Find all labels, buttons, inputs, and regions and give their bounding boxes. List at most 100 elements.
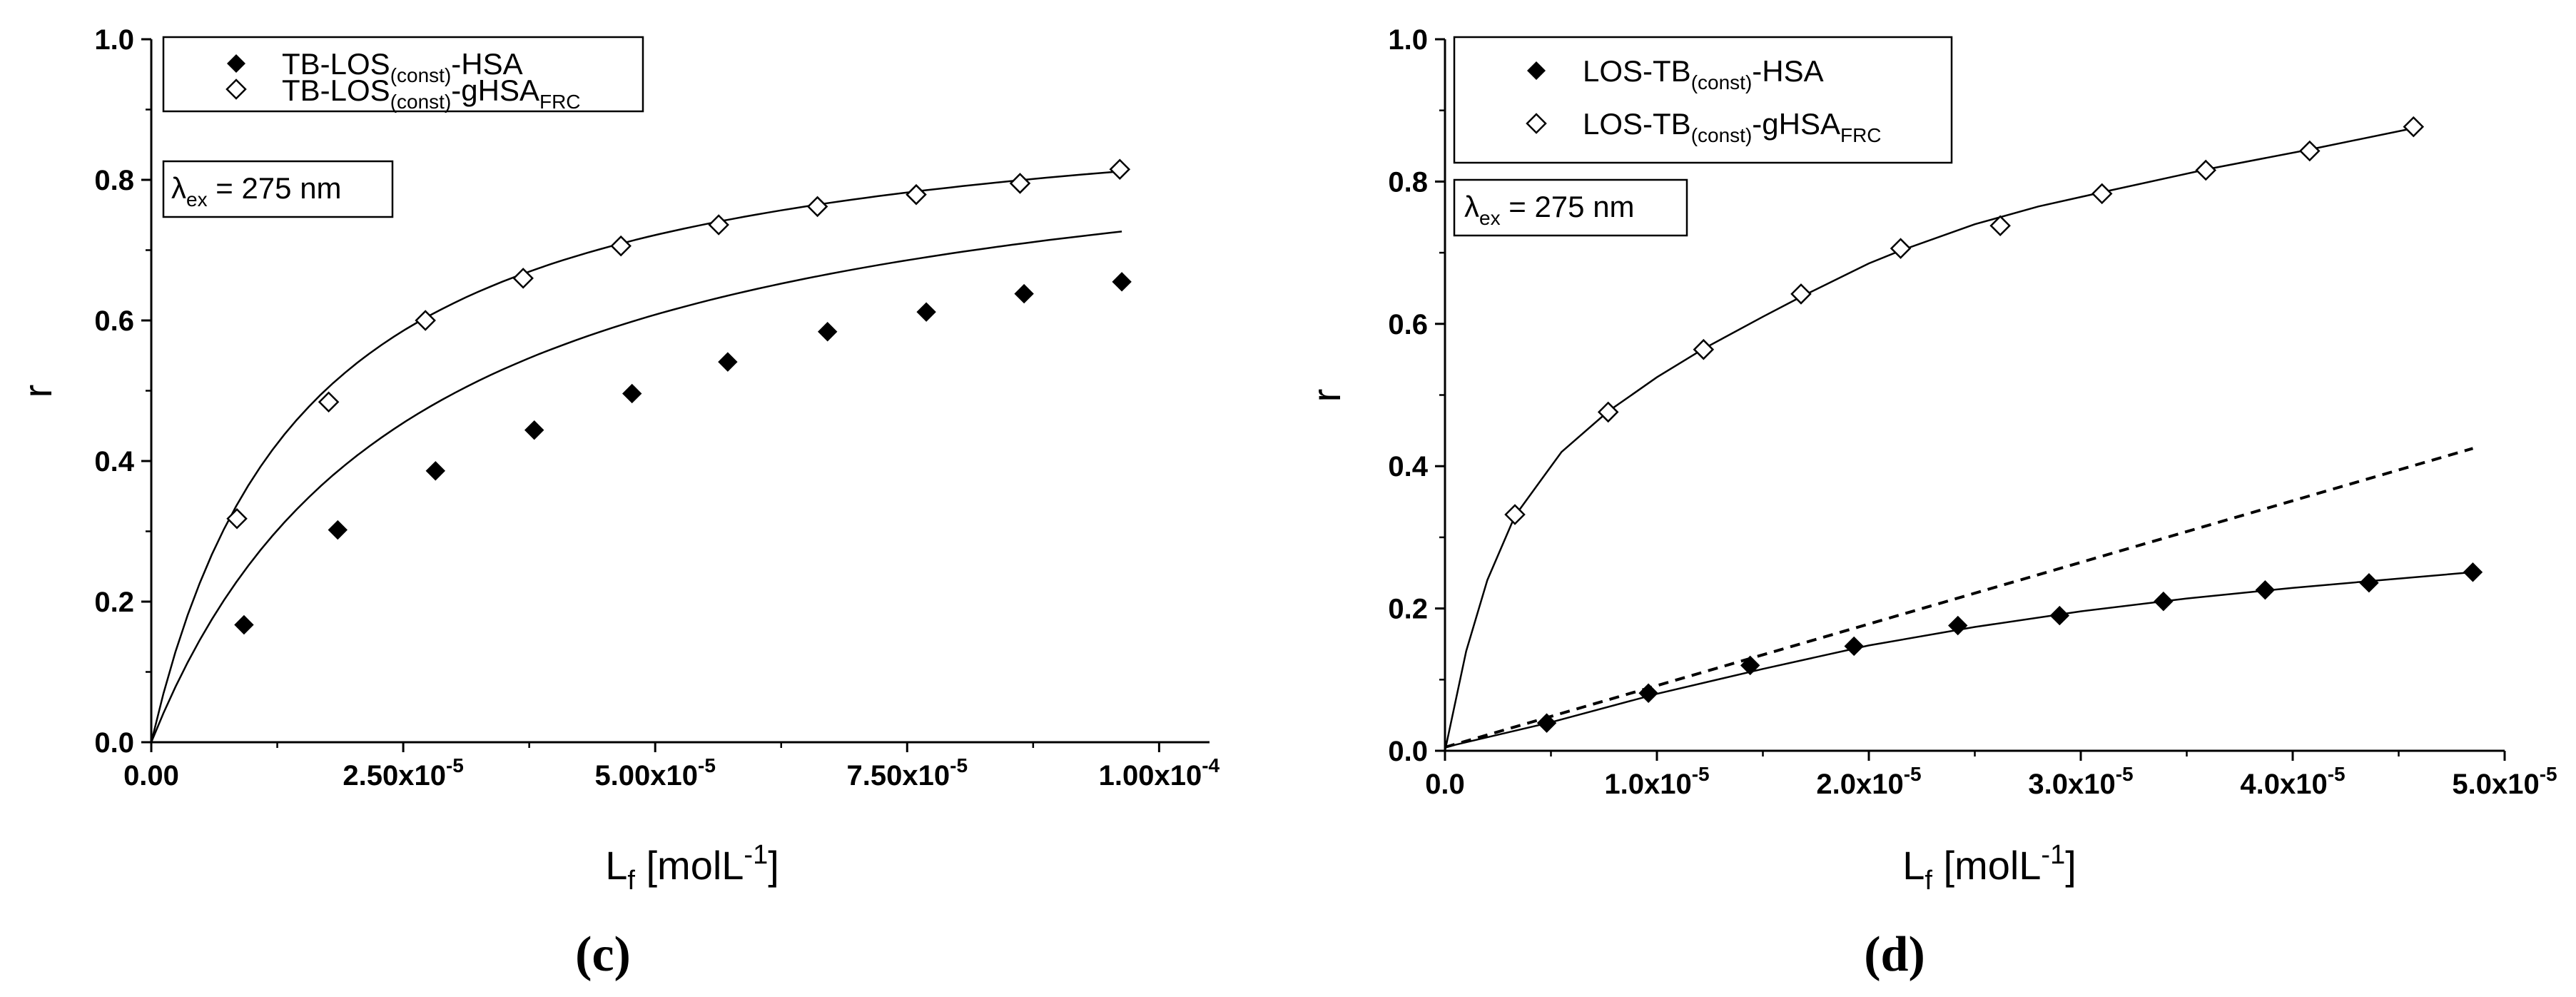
fit-curve-2 (150, 170, 1120, 743)
panel-label-c: (c) (575, 927, 631, 982)
x-axis-label: Lf [molL-1] (1902, 840, 2076, 896)
x-tick-label: 2.0x10-5 (1816, 763, 1921, 800)
open-diamond-point (1693, 338, 1715, 360)
y-ticks: 0.0 0.2 0.4 0.6 0.8 1.0 (94, 24, 151, 759)
y-tick-label: 0.4 (1388, 451, 1428, 482)
x-tick-label: 2.50x10-5 (343, 754, 464, 791)
filled-diamond-point (1844, 636, 1864, 657)
open-diamond-point (708, 214, 729, 236)
annotation-text: λex = 275 nm (171, 171, 342, 211)
legend-label-series-2: LOS-TB(const)-gHSAFRC (1583, 107, 1882, 146)
annotation-lambda-d: λex = 275 nm (1453, 178, 1688, 237)
filled-diamond-point (2154, 591, 2174, 612)
panel-label-d: (d) (1864, 927, 1925, 982)
chart-panel-d: 0.0 1.0x10-5 2.0x10-5 3.0x10-5 4.0x10-5 5.0x1… (1304, 24, 2557, 982)
y-tick-label: 1.0 (94, 24, 134, 56)
reference-line (1444, 447, 2474, 749)
fit-curve-1 (1444, 571, 2473, 749)
filled-diamond-point (2463, 562, 2483, 582)
filled-diamond-point (2359, 573, 2379, 593)
x-tick-label: 1.0x10-5 (1604, 763, 1709, 800)
fit-curves (150, 170, 1122, 743)
x-tick-label: 0.0 (1425, 769, 1465, 800)
x-tick-label: 5.0x10-5 (2452, 763, 2557, 800)
x-tick-label: 1.00x10-4 (1099, 754, 1220, 791)
legend-box (1453, 36, 1953, 164)
x-tick-label: 4.0x10-5 (2240, 763, 2345, 800)
fit-curve-2 (1444, 127, 2414, 751)
y-tick-label: 0.2 (1388, 594, 1428, 625)
filled-diamond-point (622, 383, 642, 404)
y-tick-label: 0.2 (94, 587, 134, 618)
open-diamond-point (1504, 504, 1526, 525)
open-diamond-point (1890, 238, 1912, 259)
open-diamond-point (806, 196, 828, 218)
filled-diamond-point (2049, 605, 2070, 626)
legend-marker-filled-diamond (1527, 61, 1546, 80)
filled-diamond-point (1740, 655, 1760, 676)
legend-marker-filled-diamond (227, 54, 245, 73)
filled-diamond-point (718, 352, 738, 372)
y-ticks: 0.0 0.2 0.4 0.6 0.8 1.0 (1388, 24, 1445, 767)
filled-diamond-point (916, 302, 936, 322)
filled-diamond-point (1638, 683, 1658, 703)
open-diamond-point (1009, 173, 1031, 194)
annotation-lambda-c: λex = 275 nm (162, 160, 394, 218)
fit-curves (1444, 127, 2473, 751)
fit-curve-1 (150, 231, 1122, 743)
annotation-box (162, 160, 394, 218)
annotation-text: λex = 275 nm (1464, 190, 1635, 229)
dashed-reference-line (1444, 447, 2474, 749)
open-diamond-point (226, 508, 248, 530)
open-diamond-point (1989, 215, 2011, 236)
open-diamond-point (318, 391, 340, 413)
legend-box (162, 36, 644, 113)
open-diamond-point (512, 268, 534, 289)
open-diamond-point (906, 183, 927, 206)
open-diamond-point (415, 310, 436, 331)
open-diamond-point (1597, 401, 1619, 423)
legend-c: TB-LOS(const)-HSA TB-LOS(const)-gHSAFRC (162, 36, 644, 113)
open-diamond-point (2403, 116, 2425, 138)
open-diamond-point (2195, 159, 2216, 181)
plot-area-c: 0.00 2.50x10-5 5.00x10-5 7.50x10-5 1.00x10-4… (94, 24, 1219, 791)
y-tick-label: 0.8 (1388, 166, 1428, 198)
x-tick-label: 7.50x10-5 (847, 754, 968, 791)
chart-panel-c: 0.00 2.50x10-5 5.00x10-5 7.50x10-5 1.00x10-4… (15, 24, 1220, 982)
data-points (226, 158, 1132, 635)
open-diamond-point (1790, 283, 1812, 305)
y-tick-label: 0.6 (1388, 309, 1428, 340)
y-axis-label: r (15, 385, 60, 398)
annotation-box (1453, 178, 1688, 237)
open-diamond-point (2298, 140, 2321, 162)
legend-d: LOS-TB(const)-HSA LOS-TB(const)-gHSAFRC (1453, 36, 1953, 164)
y-tick-label: 0.8 (94, 165, 134, 196)
y-tick-label: 0.0 (94, 727, 134, 759)
x-tick-label: 3.0x10-5 (2028, 763, 2133, 800)
filled-diamond-point (234, 614, 254, 635)
x-ticks: 0.0 1.0x10-5 2.0x10-5 3.0x10-5 4.0x10-5 5.0x1… (1425, 751, 2557, 800)
y-axis-label: r (1304, 389, 1349, 403)
legend-label-series-1: LOS-TB(const)-HSA (1583, 54, 1824, 93)
x-ticks: 0.00 2.50x10-5 5.00x10-5 7.50x10-5 1.00x10-4 (123, 742, 1220, 791)
filled-diamond-point (818, 322, 838, 342)
y-tick-label: 0.6 (94, 305, 134, 337)
x-tick-label: 5.00x10-5 (594, 754, 715, 791)
filled-diamond-point (524, 420, 544, 440)
plot-area-d: 0.0 1.0x10-5 2.0x10-5 3.0x10-5 4.0x10-5 5.0x1… (1388, 24, 2557, 800)
data-points (1504, 116, 2483, 733)
open-diamond-point (2091, 183, 2113, 205)
y-tick-label: 0.0 (1388, 736, 1428, 767)
legend-marker-open-diamond (225, 79, 247, 100)
filled-diamond-point (1014, 283, 1034, 304)
legend-marker-open-diamond (1526, 113, 1547, 134)
y-tick-label: 1.0 (1388, 24, 1428, 56)
open-diamond-point (1109, 158, 1131, 180)
filled-diamond-point (2255, 580, 2276, 600)
open-diamond-point (610, 235, 632, 257)
x-axis-label: Lf [molL-1] (605, 840, 779, 896)
legend-label-series-2: TB-LOS(const)-gHSAFRC (282, 74, 581, 113)
x-tick-label: 0.00 (123, 760, 179, 791)
filled-diamond-point (1112, 272, 1132, 292)
